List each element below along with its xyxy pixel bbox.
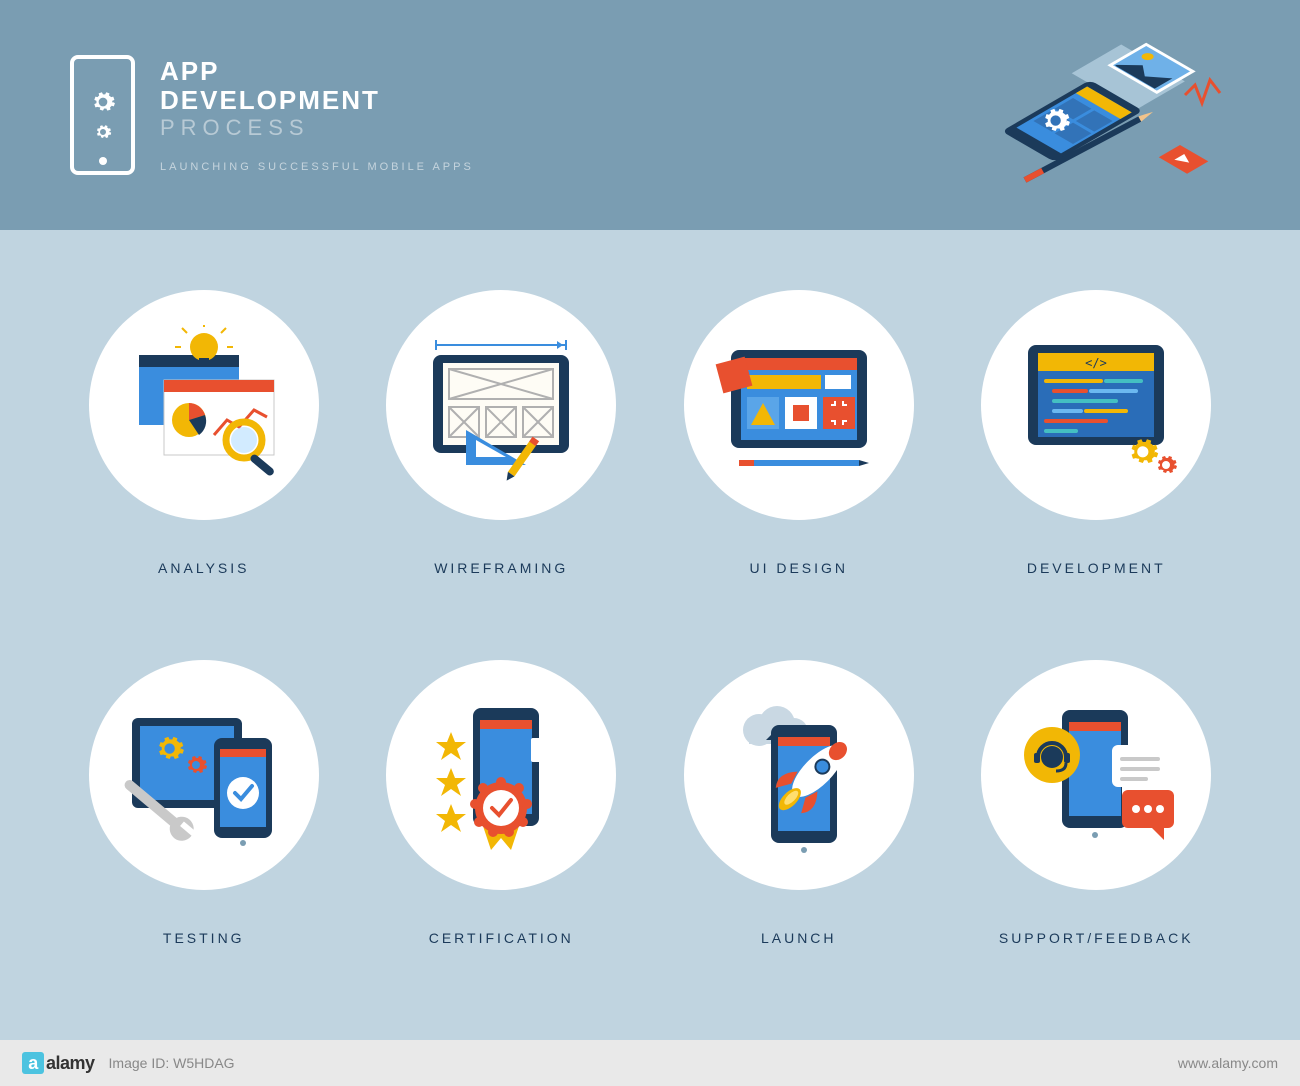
wireframe-icon — [386, 290, 616, 520]
step-label: ANALYSIS — [158, 560, 249, 576]
header-left: APP DEVELOPMENT PROCESS LAUNCHING SUCCES… — [70, 55, 474, 175]
launch-icon — [684, 660, 914, 890]
step-wireframing: WIREFRAMING — [368, 290, 636, 630]
footer-credit: Image ID: W5HDAG — [109, 1055, 235, 1071]
step-launch: LAUNCH — [665, 660, 933, 1000]
title-line-1: APP — [160, 57, 474, 86]
step-label: CERTIFICATION — [429, 930, 574, 946]
step-support: SUPPORT/FEEDBACK — [963, 660, 1231, 1000]
title-block: APP DEVELOPMENT PROCESS LAUNCHING SUCCES… — [160, 57, 474, 173]
gear-icon — [94, 123, 112, 141]
svg-text:</>: </> — [1085, 356, 1107, 370]
header: APP DEVELOPMENT PROCESS LAUNCHING SUCCES… — [0, 0, 1300, 230]
step-analysis: ANALYSIS — [70, 290, 338, 630]
title-line-2: DEVELOPMENT — [160, 86, 474, 115]
development-icon: </> — [981, 290, 1211, 520]
logo-phone-icon — [70, 55, 135, 175]
uidesign-icon — [684, 290, 914, 520]
hero-illustration — [970, 25, 1230, 205]
step-testing: TESTING — [70, 660, 338, 1000]
step-label: TESTING — [163, 930, 245, 946]
step-label: WIREFRAMING — [434, 560, 568, 576]
footer-left: aalamy Image ID: W5HDAG — [22, 1052, 235, 1074]
gear-icon — [90, 89, 116, 115]
analysis-icon — [89, 290, 319, 520]
footer-site: www.alamy.com — [1178, 1055, 1278, 1071]
support-icon — [981, 660, 1211, 890]
watermark-footer: aalamy Image ID: W5HDAG www.alamy.com — [0, 1040, 1300, 1086]
step-label: UI DESIGN — [749, 560, 848, 576]
step-development: </> DEVELOPMENT — [963, 290, 1231, 630]
subtitle: LAUNCHING SUCCESSFUL MOBILE APPS — [160, 161, 474, 173]
steps-grid: ANALYSIS — [0, 230, 1300, 1040]
testing-icon — [89, 660, 319, 890]
step-label: LAUNCH — [761, 930, 837, 946]
step-certification: CERTIFICATION — [368, 660, 636, 1000]
certification-icon — [386, 660, 616, 890]
step-label: DEVELOPMENT — [1027, 560, 1166, 576]
step-label: SUPPORT/FEEDBACK — [999, 930, 1194, 946]
step-ui-design: UI DESIGN — [665, 290, 933, 630]
title-line-3: PROCESS — [160, 114, 474, 143]
alamy-logo: aalamy — [22, 1052, 95, 1074]
